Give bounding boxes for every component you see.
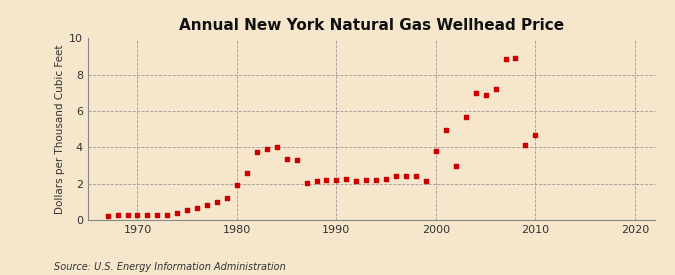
Title: Annual New York Natural Gas Wellhead Price: Annual New York Natural Gas Wellhead Pri… bbox=[179, 18, 564, 33]
Point bbox=[271, 145, 282, 150]
Point bbox=[162, 212, 173, 217]
Point bbox=[351, 179, 362, 183]
Point bbox=[470, 91, 481, 95]
Point bbox=[510, 56, 521, 61]
Point bbox=[221, 196, 232, 200]
Point bbox=[112, 213, 123, 218]
Point bbox=[441, 128, 452, 132]
Point bbox=[361, 178, 372, 182]
Point bbox=[311, 179, 322, 183]
Point bbox=[421, 179, 431, 183]
Point bbox=[102, 214, 113, 218]
Text: Source: U.S. Energy Information Administration: Source: U.S. Energy Information Administ… bbox=[54, 262, 286, 272]
Point bbox=[321, 178, 332, 182]
Point bbox=[232, 182, 242, 187]
Point bbox=[242, 170, 252, 175]
Point bbox=[391, 174, 402, 179]
Point bbox=[401, 173, 412, 178]
Y-axis label: Dollars per Thousand Cubic Feet: Dollars per Thousand Cubic Feet bbox=[55, 45, 65, 214]
Point bbox=[182, 208, 192, 212]
Point bbox=[192, 206, 202, 210]
Point bbox=[152, 213, 163, 217]
Point bbox=[291, 158, 302, 162]
Point bbox=[261, 147, 272, 152]
Point bbox=[142, 212, 153, 217]
Point bbox=[122, 213, 133, 217]
Point bbox=[490, 87, 501, 92]
Point bbox=[410, 173, 421, 178]
Point bbox=[431, 149, 441, 153]
Point bbox=[252, 150, 263, 154]
Point bbox=[480, 93, 491, 97]
Point bbox=[172, 211, 183, 215]
Point bbox=[341, 177, 352, 182]
Point bbox=[460, 114, 471, 119]
Point bbox=[281, 157, 292, 161]
Point bbox=[530, 133, 541, 137]
Point bbox=[202, 203, 213, 208]
Point bbox=[450, 163, 461, 168]
Point bbox=[212, 200, 223, 204]
Point bbox=[331, 178, 342, 182]
Point bbox=[301, 181, 312, 185]
Point bbox=[381, 177, 392, 182]
Point bbox=[132, 213, 143, 217]
Point bbox=[500, 57, 511, 62]
Point bbox=[371, 178, 381, 182]
Point bbox=[520, 142, 531, 147]
